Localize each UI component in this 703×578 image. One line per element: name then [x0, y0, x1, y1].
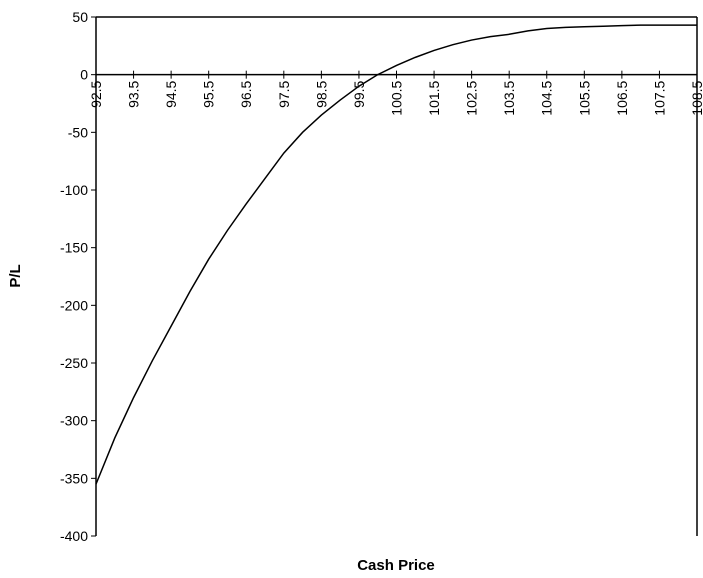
y-tick-label: -150 [60, 240, 88, 256]
y-tick-label: 0 [80, 67, 88, 83]
x-tick-label: 92.5 [88, 80, 104, 107]
y-tick-label: -250 [60, 355, 88, 371]
y-tick-label: -50 [68, 124, 88, 140]
x-tick-label: 102.5 [464, 80, 480, 115]
x-tick-label: 100.5 [389, 80, 405, 115]
x-tick-label: 97.5 [276, 80, 292, 107]
y-axis-title: P/L [7, 264, 24, 287]
x-axis-title: Cash Price [357, 557, 435, 574]
x-tick-label: 105.5 [576, 80, 592, 115]
x-tick-label: 98.5 [313, 80, 329, 107]
x-tick-label: 104.5 [539, 80, 555, 115]
x-tick-label: 107.5 [651, 80, 667, 115]
line-series [95, 24, 697, 485]
x-tick-label: 108.5 [689, 80, 703, 115]
y-tick-label: -300 [60, 413, 88, 429]
x-tick-label: 103.5 [501, 80, 517, 115]
x-tick-label: 96.5 [238, 80, 254, 107]
x-tick-label: 93.5 [126, 80, 142, 107]
x-tick-label: 94.5 [163, 80, 179, 107]
y-tick-label: 50 [72, 9, 88, 25]
y-tick-label: -200 [60, 297, 88, 313]
y-tick-label: -350 [60, 470, 88, 486]
y-tick-label: -400 [60, 528, 88, 544]
x-tick-label: 95.5 [201, 80, 217, 107]
x-tick-label: 99.5 [351, 80, 367, 107]
y-tick-label: -100 [60, 182, 88, 198]
x-tick-label: 106.5 [614, 80, 630, 115]
x-tick-label: 101.5 [426, 80, 442, 115]
